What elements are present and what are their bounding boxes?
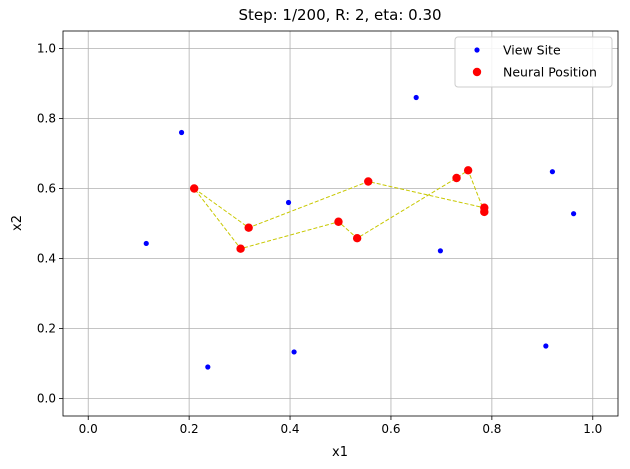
connection-path <box>193 169 485 250</box>
neural-position-point <box>463 166 473 175</box>
grid-lines <box>63 31 618 416</box>
neural-position-point <box>189 184 199 193</box>
chart-title: Step: 1/200, R: 2, eta: 0.30 <box>238 6 441 24</box>
view-site-point <box>543 343 549 349</box>
view-site-point <box>205 364 211 370</box>
neural-position-point <box>480 207 489 217</box>
view-site-point <box>413 94 419 101</box>
view-site-point <box>285 199 292 206</box>
x-tick-label: 0.2 <box>180 422 199 436</box>
view-site-point <box>571 211 577 217</box>
y-tick-label: 0.0 <box>37 392 56 406</box>
axis-ticks: 0.0 0.2 0.4 0.6 0.8 1.0 0.0 0.2 0.4 0.6 0.8 1.0 <box>37 42 602 437</box>
view-site-point <box>437 248 443 254</box>
legend: View Site Neural Position <box>454 36 613 88</box>
y-tick-label: 0.6 <box>37 182 56 196</box>
view-site-point <box>291 349 297 355</box>
neural-position-point <box>244 223 253 232</box>
legend-box <box>454 36 613 88</box>
x-tick-label: 0.6 <box>381 422 400 436</box>
legend-neural-position-label: Neural Position <box>503 65 597 80</box>
neural-position-point <box>452 173 461 183</box>
y-tick-label: 0.4 <box>37 252 56 266</box>
view-site-point <box>178 129 185 136</box>
y-axis-label: x2 <box>10 215 25 231</box>
legend-view-site-marker <box>474 47 480 53</box>
x-tick-label: 1.0 <box>583 422 602 436</box>
x-tick-label: 0.0 <box>79 422 98 436</box>
neural-position-point <box>334 217 343 226</box>
view-site-point <box>549 169 556 175</box>
view-site-point <box>143 240 149 247</box>
y-tick-label: 0.2 <box>37 322 56 336</box>
y-tick-label: 0.8 <box>37 112 56 126</box>
x-tick-label: 0.8 <box>482 422 501 436</box>
neural-position-point <box>236 244 245 253</box>
legend-neural-position-marker <box>472 67 482 77</box>
plot-frame <box>62 30 619 417</box>
x-tick-label: 0.4 <box>280 422 299 436</box>
connection-path-line <box>193 169 485 250</box>
neural-position-point <box>364 177 373 186</box>
legend-view-site-label: View Site <box>503 43 561 58</box>
x-axis-label: x1 <box>332 445 348 460</box>
data-points <box>143 94 577 370</box>
neural-position-point <box>352 234 362 243</box>
y-tick-label: 1.0 <box>37 42 56 56</box>
